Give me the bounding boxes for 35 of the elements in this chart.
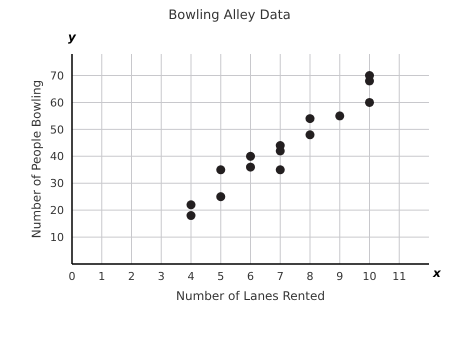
x-tick-label: 9 bbox=[336, 270, 344, 283]
x-tick-label: 2 bbox=[128, 270, 135, 283]
y-tick-label: 20 bbox=[50, 204, 64, 218]
y-tick-label: 40 bbox=[50, 150, 64, 164]
text: x bbox=[433, 266, 441, 280]
x-tick-label: 7 bbox=[276, 270, 284, 283]
x-tick-label: 0 bbox=[68, 270, 76, 283]
x-tick-label: 3 bbox=[158, 270, 165, 283]
y-tick-label: 60 bbox=[50, 96, 64, 110]
text: y bbox=[68, 30, 76, 44]
point bbox=[246, 152, 256, 161]
point bbox=[216, 192, 226, 202]
y-tick-label: 70 bbox=[50, 69, 64, 82]
point bbox=[305, 114, 315, 124]
x-axis-title: Number of Lanes Rented bbox=[176, 289, 325, 303]
point bbox=[305, 130, 315, 140]
y-tick-label: 10 bbox=[50, 230, 64, 244]
point bbox=[186, 200, 196, 210]
x-tick-label: 8 bbox=[306, 270, 314, 283]
x-tick-label: 5 bbox=[217, 270, 224, 283]
chart-title: Bowling Alley Data bbox=[167, 8, 292, 25]
y-axis-title: Number of People Bowling bbox=[29, 80, 44, 238]
point bbox=[216, 165, 226, 174]
x-tick-label: 6 bbox=[247, 270, 254, 283]
y-tick-label: 50 bbox=[50, 123, 64, 136]
point bbox=[276, 165, 285, 174]
point bbox=[186, 211, 196, 220]
point bbox=[246, 162, 256, 172]
y-tick-label: 30 bbox=[50, 177, 64, 190]
x-tick-label: 1 bbox=[98, 270, 106, 283]
x-tick-label: 10 bbox=[362, 270, 376, 283]
point bbox=[364, 98, 374, 107]
point bbox=[335, 111, 344, 120]
x-tick-label: 11 bbox=[392, 270, 406, 283]
x-tick-label: 4 bbox=[188, 270, 194, 283]
